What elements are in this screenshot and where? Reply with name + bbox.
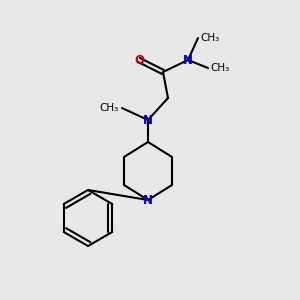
Text: N: N	[143, 194, 153, 206]
Text: N: N	[183, 53, 193, 67]
Text: CH₃: CH₃	[200, 33, 219, 43]
Text: CH₃: CH₃	[100, 103, 119, 113]
Text: O: O	[134, 53, 144, 67]
Text: N: N	[143, 113, 153, 127]
Text: CH₃: CH₃	[210, 63, 229, 73]
